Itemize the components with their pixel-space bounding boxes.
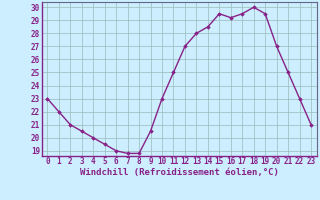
X-axis label: Windchill (Refroidissement éolien,°C): Windchill (Refroidissement éolien,°C) — [80, 168, 279, 177]
